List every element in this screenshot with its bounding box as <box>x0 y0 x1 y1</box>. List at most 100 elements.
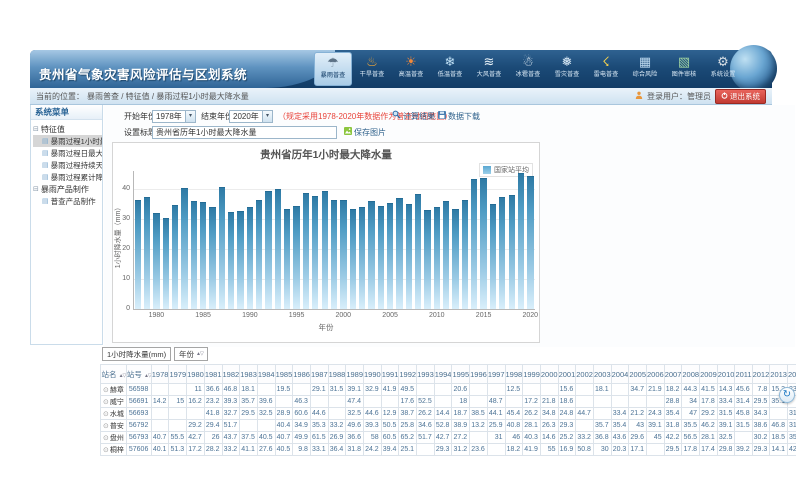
year-header-1998: 1998 <box>505 365 523 384</box>
value-cell <box>487 444 505 456</box>
end-year-select[interactable]: 2020年 ▾ <box>229 110 273 123</box>
refresh-button[interactable]: ↻ <box>779 387 795 403</box>
value-cell: 36.6 <box>346 432 364 444</box>
nav-item-label: 雷电普查 <box>589 71 622 79</box>
value-cell: 32.9 <box>364 384 382 396</box>
value-cell: 58 <box>364 432 382 444</box>
nav-wind[interactable]: ≋大风普查 <box>470 52 508 86</box>
value-cell <box>417 384 435 396</box>
station-name-cell[interactable]: ⊙威宁 <box>101 396 127 408</box>
value-cell <box>593 408 611 420</box>
station-name-cell[interactable]: ⊙水城 <box>101 408 127 420</box>
sidebar-group-1[interactable]: ⊟暴雨产品制作 <box>33 183 102 195</box>
sidebar-group-0[interactable]: ⊟特征值 <box>33 123 102 135</box>
sidebar-item[interactable]: ▤暴雨过程1小时最大降水量 <box>33 135 102 147</box>
year-header-1984: 1984 <box>257 365 275 384</box>
nav-map-review[interactable]: ▧图件审核 <box>665 52 703 86</box>
value-cell: 24.8 <box>558 408 576 420</box>
station-name-header-label: 站名 <box>101 370 118 379</box>
year-header-2001: 2001 <box>558 365 576 384</box>
nav-snow[interactable]: ❅雪灾普查 <box>548 52 586 86</box>
station-name-header[interactable]: 站名 ▲▽ <box>101 365 127 384</box>
bar-1994 <box>284 209 290 309</box>
year-header-1992: 1992 <box>399 365 417 384</box>
nav-low-temp[interactable]: ❄低温普查 <box>431 52 469 86</box>
year-header-1978: 1978 <box>151 365 169 384</box>
sidebar-item[interactable]: ▤暴雨过程持续天数 <box>33 159 102 171</box>
wind-icon: ≋ <box>470 53 508 70</box>
value-cell: 35.4 <box>664 408 682 420</box>
nav-rainstorm[interactable]: ☂暴雨普查 <box>314 52 352 86</box>
station-name-cell[interactable]: ⊙盘州 <box>101 432 127 444</box>
nav-high-temp[interactable]: ☀高温普查 <box>392 52 430 86</box>
year-header-1990: 1990 <box>364 365 382 384</box>
chart-title-input[interactable]: 贵州省历年1小时最大降水量 <box>152 126 337 139</box>
sidebar-title: 系统菜单 <box>31 105 102 120</box>
value-cell <box>169 408 187 420</box>
bar-1978 <box>135 200 141 309</box>
value-cell: 29.5 <box>752 396 770 408</box>
value-cell: 40.3 <box>523 432 541 444</box>
value-cell: 41.9 <box>381 384 399 396</box>
year-header-1979: 1979 <box>169 365 187 384</box>
station-table: 站名 ▲▽站号 ▲▽197819791980198119821983198419… <box>100 364 796 456</box>
value-cell <box>275 396 293 408</box>
year-sort-box[interactable]: 年份 ▲▽ <box>174 347 208 361</box>
nav-item-label: 低温普查 <box>433 71 466 79</box>
nav-hail[interactable]: ☃冰雹普查 <box>509 52 547 86</box>
value-cell: 46 <box>505 432 523 444</box>
sidebar-item[interactable]: ▤暴雨过程累计降水量 <box>33 171 102 183</box>
app-root: 贵州省气象灾害风险评估与区划系统 ☂暴雨普查♨干旱普查☀高温普查❄低温普查≋大风… <box>0 0 800 500</box>
value-cell: 29.6 <box>629 432 647 444</box>
calculate-button[interactable]: 计算结果 <box>392 110 435 123</box>
bar-1985 <box>200 202 206 309</box>
station-name: 普安 <box>110 423 124 430</box>
value-cell: 42.7 <box>434 432 452 444</box>
nav-composite-risk[interactable]: ▦综合风险 <box>626 52 664 86</box>
value-cell: 35.7 <box>593 420 611 432</box>
value-cell: 31.5 <box>328 384 346 396</box>
download-data-button[interactable]: 数据下载 <box>438 110 480 123</box>
breadcrumb: 当前的位置： 暴雨普查 / 特征值 / 暴雨过程1小时最大降水量 <box>30 91 635 102</box>
bar-1990 <box>247 207 253 309</box>
document-icon: ▤ <box>42 161 49 169</box>
nav-item-label: 冰雹普查 <box>511 71 544 79</box>
unit-filter-box[interactable]: 1小时降水量(mm) <box>102 347 171 361</box>
magnifier-icon <box>392 110 401 123</box>
y-axis-title: 1小时降水量（mm） <box>113 184 123 288</box>
year-header-2003: 2003 <box>593 365 611 384</box>
breadcrumb-items[interactable]: 暴雨普查 / 特征值 / 暴雨过程1小时最大降水量 <box>87 91 249 102</box>
year-header-2010: 2010 <box>717 365 735 384</box>
station-id-header[interactable]: 站号 ▲▽ <box>126 365 151 384</box>
settings-icon: ⚙ <box>704 53 742 70</box>
value-cell: 46.8 <box>222 384 240 396</box>
value-cell: 52.5 <box>417 396 435 408</box>
year-header-1991: 1991 <box>381 365 399 384</box>
station-name-cell[interactable]: ⊙普安 <box>101 420 127 432</box>
save-image-button[interactable]: 保存图片 <box>344 126 386 139</box>
bar-2017 <box>499 197 505 310</box>
year-header-1994: 1994 <box>434 365 452 384</box>
value-cell: 34.9 <box>293 420 311 432</box>
value-cell: 27.2 <box>452 432 470 444</box>
sidebar-item[interactable]: ▤普查产品制作 <box>33 195 102 207</box>
value-cell: 9.8 <box>293 444 311 456</box>
value-cell: 40.5 <box>275 444 293 456</box>
bar-1995 <box>293 206 299 309</box>
sidebar-item[interactable]: ▤暴雨过程日最大降水量 <box>33 147 102 159</box>
station-name-cell[interactable]: ⊙赫章 <box>101 384 127 396</box>
bar-2020 <box>527 176 533 310</box>
bar-2006 <box>396 198 402 309</box>
nav-lightning[interactable]: ☇雷电普查 <box>587 52 625 86</box>
nav-drought[interactable]: ♨干旱普查 <box>353 52 391 86</box>
value-cell: 41.5 <box>700 384 718 396</box>
value-cell: 40.1 <box>151 444 169 456</box>
year-header-2007: 2007 <box>664 365 682 384</box>
value-cell: 33.4 <box>611 408 629 420</box>
value-cell: 17.2 <box>523 396 541 408</box>
nav-settings[interactable]: ⚙系统设置 <box>704 52 742 86</box>
start-year-select[interactable]: 1978年 ▾ <box>152 110 196 123</box>
x-tick-label: 1985 <box>190 312 216 319</box>
logout-button[interactable]: 退出系统 <box>715 89 766 104</box>
station-name-cell[interactable]: ⊙桐梓 <box>101 444 127 456</box>
